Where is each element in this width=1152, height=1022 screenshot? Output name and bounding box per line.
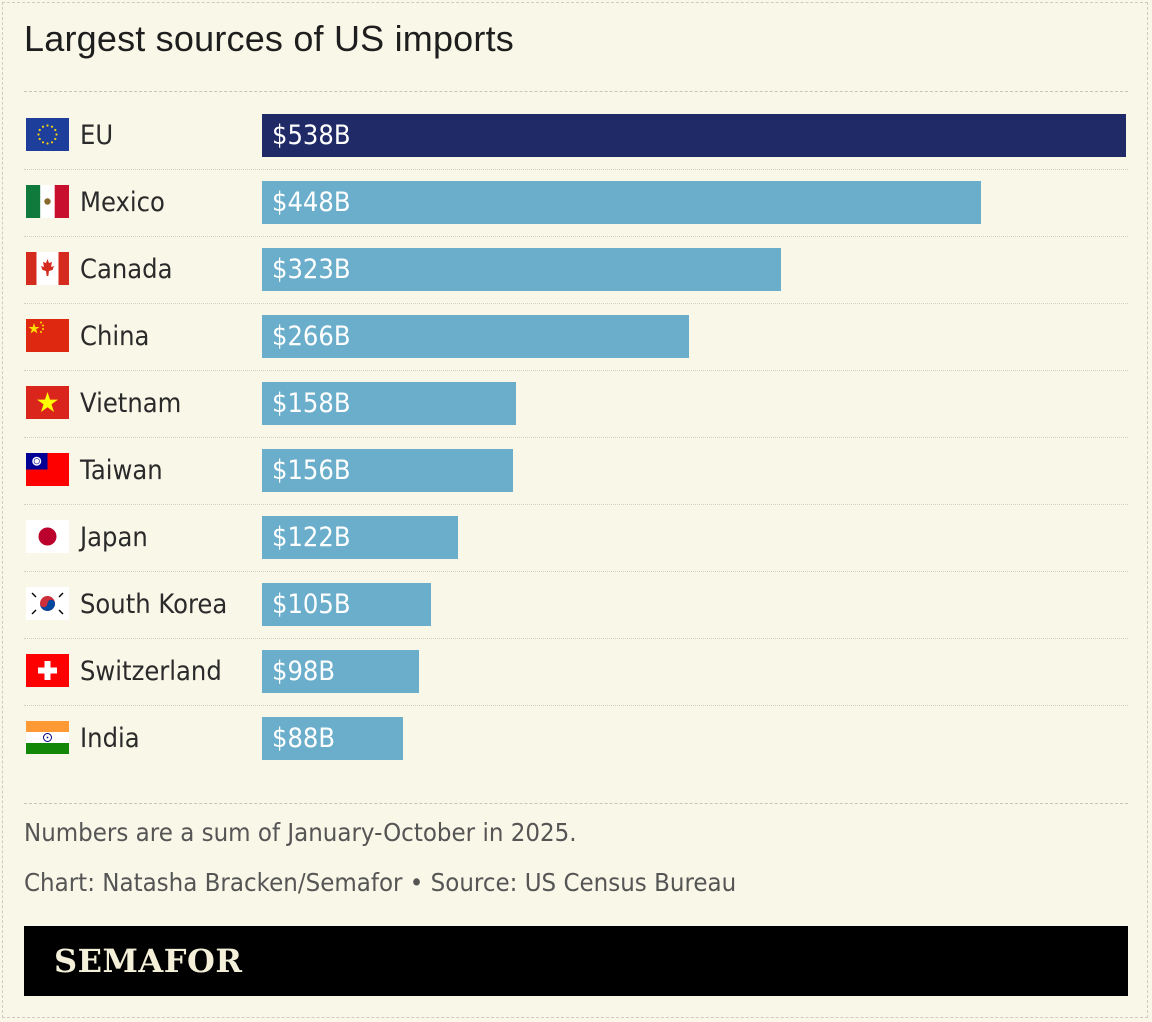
canada-flag-icon xyxy=(26,252,69,285)
vietnam-flag-icon xyxy=(26,386,69,419)
bar-row: Vietnam $158B xyxy=(24,382,1128,426)
category-label: EU xyxy=(80,120,114,151)
value-label: $538B xyxy=(272,120,351,151)
row-separator xyxy=(24,236,1128,237)
value-label: $88B xyxy=(272,723,336,754)
bar: $266B xyxy=(262,315,689,358)
row-separator xyxy=(24,638,1128,639)
value-label: $266B xyxy=(272,321,351,352)
row-separator xyxy=(24,303,1128,304)
bar-row: India $88B xyxy=(24,717,1128,761)
footnote: Numbers are a sum of January-October in … xyxy=(24,818,577,847)
row-separator xyxy=(24,169,1128,170)
taiwan-flag-icon xyxy=(26,453,69,486)
category-label: Taiwan xyxy=(80,455,163,486)
row-separator xyxy=(24,437,1128,438)
chart-title: Largest sources of US imports xyxy=(24,18,514,59)
row-separator xyxy=(24,705,1128,706)
bar: $323B xyxy=(262,248,781,291)
bar: $448B xyxy=(262,181,981,224)
top-divider xyxy=(24,91,1128,92)
bottom-divider xyxy=(24,803,1128,804)
credit-line: Chart: Natasha Bracken/Semafor • Source:… xyxy=(24,868,737,897)
category-label: India xyxy=(80,723,140,754)
value-label: $448B xyxy=(272,187,351,218)
category-label: Mexico xyxy=(80,187,165,218)
bar: $538B xyxy=(262,114,1126,157)
bar: $105B xyxy=(262,583,431,626)
semafor-logo: SEMAFOR xyxy=(54,942,243,980)
row-separator xyxy=(24,370,1128,371)
bar-row: Switzerland $98B xyxy=(24,650,1128,694)
value-label: $98B xyxy=(272,656,336,687)
india-flag-icon xyxy=(26,721,69,754)
eu-flag-icon xyxy=(26,118,69,151)
category-label: China xyxy=(80,321,150,352)
south-korea-flag-icon xyxy=(26,587,69,620)
category-label: Canada xyxy=(80,254,173,285)
bar-row: Canada $323B xyxy=(24,248,1128,292)
category-label: South Korea xyxy=(80,589,228,620)
value-label: $323B xyxy=(272,254,351,285)
category-label: Vietnam xyxy=(80,388,182,419)
bar-row: Japan $122B xyxy=(24,516,1128,560)
bar-row: South Korea $105B xyxy=(24,583,1128,627)
row-separator xyxy=(24,504,1128,505)
category-label: Switzerland xyxy=(80,656,222,687)
brand-banner: SEMAFOR xyxy=(24,926,1128,996)
value-label: $158B xyxy=(272,388,351,419)
value-label: $156B xyxy=(272,455,351,486)
mexico-flag-icon xyxy=(26,185,69,218)
china-flag-icon xyxy=(26,319,69,352)
value-label: $122B xyxy=(272,522,351,553)
switzerland-flag-icon xyxy=(26,654,69,687)
bar: $98B xyxy=(262,650,419,693)
bar: $158B xyxy=(262,382,516,425)
value-label: $105B xyxy=(272,589,351,620)
bar-row: China $266B xyxy=(24,315,1128,359)
row-separator xyxy=(24,571,1128,572)
bar-row: EU $538B xyxy=(24,114,1128,158)
japan-flag-icon xyxy=(26,520,69,553)
bar-row: Taiwan $156B xyxy=(24,449,1128,493)
bar: $156B xyxy=(262,449,513,492)
category-label: Japan xyxy=(80,522,148,553)
bar: $88B xyxy=(262,717,403,760)
bar: $122B xyxy=(262,516,458,559)
bar-row: Mexico $448B xyxy=(24,181,1128,225)
